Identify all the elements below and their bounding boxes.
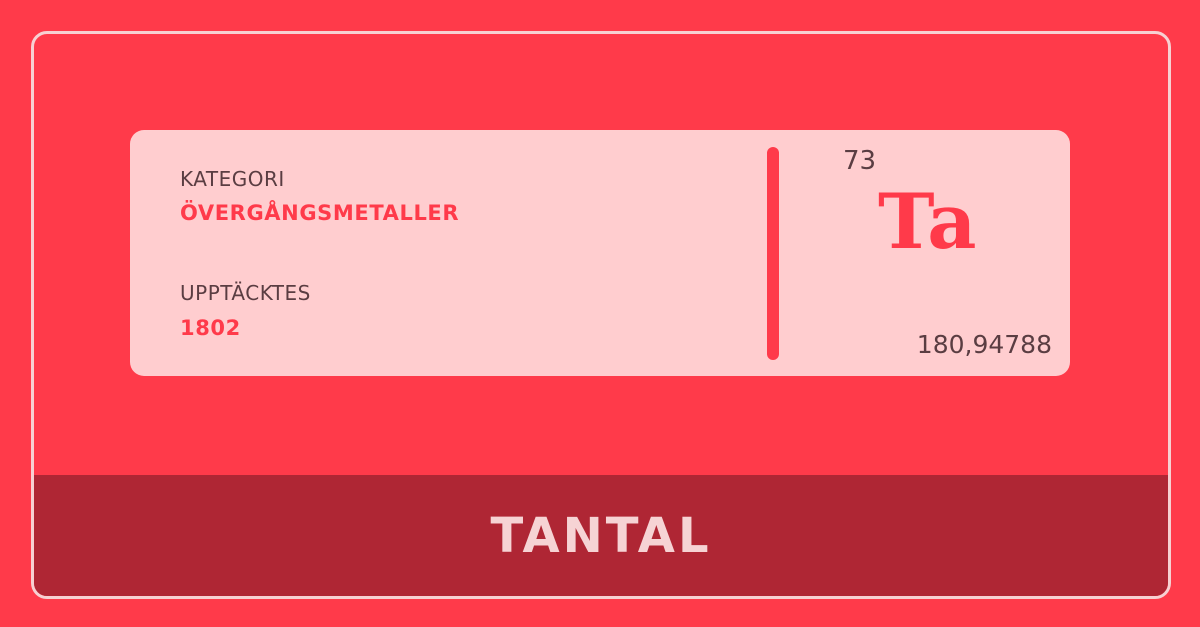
element-info-card: KATEGORI ÖVERGÅNGSMETALLER UPPTÄCKTES 18… xyxy=(130,130,1070,376)
element-name: TANTAL xyxy=(490,507,712,564)
category-label: KATEGORI xyxy=(180,167,285,191)
element-frame: KATEGORI ÖVERGÅNGSMETALLER UPPTÄCKTES 18… xyxy=(31,31,1171,599)
element-name-banner: TANTAL xyxy=(34,475,1168,596)
atomic-mass: 180,94788 xyxy=(916,330,1052,359)
discovered-value: 1802 xyxy=(180,316,241,340)
element-symbol: Ta xyxy=(878,177,977,266)
category-value: ÖVERGÅNGSMETALLER xyxy=(180,201,460,225)
discovered-label: UPPTÄCKTES xyxy=(180,281,311,305)
atomic-number: 73 xyxy=(843,146,877,176)
divider-bar xyxy=(767,147,779,360)
